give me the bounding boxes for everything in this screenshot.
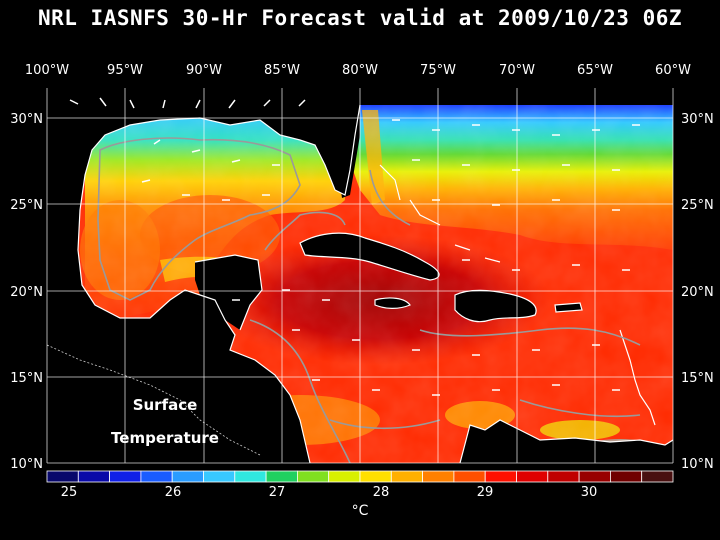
colorbar-swatch (390, 470, 423, 483)
colorbar-swatch (578, 470, 611, 483)
lat-label: 25°N (681, 198, 714, 213)
colorbar-swatch (109, 470, 142, 483)
colorbar-tick-label: 28 (373, 485, 390, 500)
lon-label: 60°W (655, 63, 691, 78)
colorbar-swatch (484, 470, 517, 483)
colorbar-tick-label: 26 (165, 485, 182, 500)
bathymetry-contours (97, 137, 641, 463)
colorbar-tick-label: 30 (581, 485, 598, 500)
lon-label: 95°W (107, 63, 143, 78)
colorbar-swatch (547, 470, 580, 483)
coastlines (77, 104, 673, 463)
lon-label: 90°W (186, 63, 222, 78)
lon-label: 100°W (25, 63, 69, 78)
graticule (46, 88, 674, 464)
colorbar-swatch (234, 470, 267, 483)
colorbar-ticks: 25 26 27 28 29 30 (61, 485, 598, 500)
lat-label: 20°N (10, 285, 43, 300)
colorbar-swatch (453, 470, 486, 483)
lat-label: 25°N (10, 198, 43, 213)
annotation-temperature: Temperature (111, 429, 219, 447)
colorbar-swatch (328, 470, 361, 483)
colorbar-tick-label: 27 (269, 485, 286, 500)
colorbar-swatch (422, 470, 455, 483)
colorbar-swatch (265, 470, 298, 483)
lon-label: 70°W (499, 63, 535, 78)
lon-label: 80°W (342, 63, 378, 78)
lat-label: 20°N (681, 285, 714, 300)
lon-label: 75°W (420, 63, 456, 78)
lon-label: 65°W (577, 63, 613, 78)
map-title: NRL IASNFS 30-Hr Forecast valid at 2009/… (37, 6, 682, 30)
latitude-labels: 30°N 25°N 20°N 15°N 10°N 30°N 25°N 20°N … (10, 112, 714, 472)
lat-label: 30°N (10, 112, 43, 127)
wind-vectors (69, 97, 640, 396)
lat-label: 10°N (681, 457, 714, 472)
lat-label: 15°N (10, 371, 43, 386)
colorbar (46, 470, 674, 483)
lat-label: 15°N (681, 371, 714, 386)
lon-label: 85°W (264, 63, 300, 78)
colorbar-swatch (516, 470, 549, 483)
longitude-labels: 100°W 95°W 90°W 85°W 80°W 75°W 70°W 65°W… (25, 63, 691, 78)
colorbar-swatch (296, 470, 330, 483)
colorbar-swatch (610, 470, 643, 483)
lat-label: 30°N (681, 112, 714, 127)
colorbar-tick-label: 29 (477, 485, 494, 500)
colorbar-swatch (171, 470, 204, 483)
borders (47, 344, 261, 456)
colorbar-unit: °C (352, 503, 369, 519)
colorbar-swatch (77, 470, 111, 483)
annotation-surface: Surface (133, 396, 198, 414)
lat-label: 10°N (10, 457, 43, 472)
colorbar-swatch (140, 470, 173, 483)
colorbar-swatch (641, 470, 674, 483)
colorbar-swatch (359, 470, 392, 483)
colorbar-tick-label: 25 (61, 485, 78, 500)
colorbar-swatch (46, 470, 79, 483)
colorbar-swatch (203, 470, 236, 483)
